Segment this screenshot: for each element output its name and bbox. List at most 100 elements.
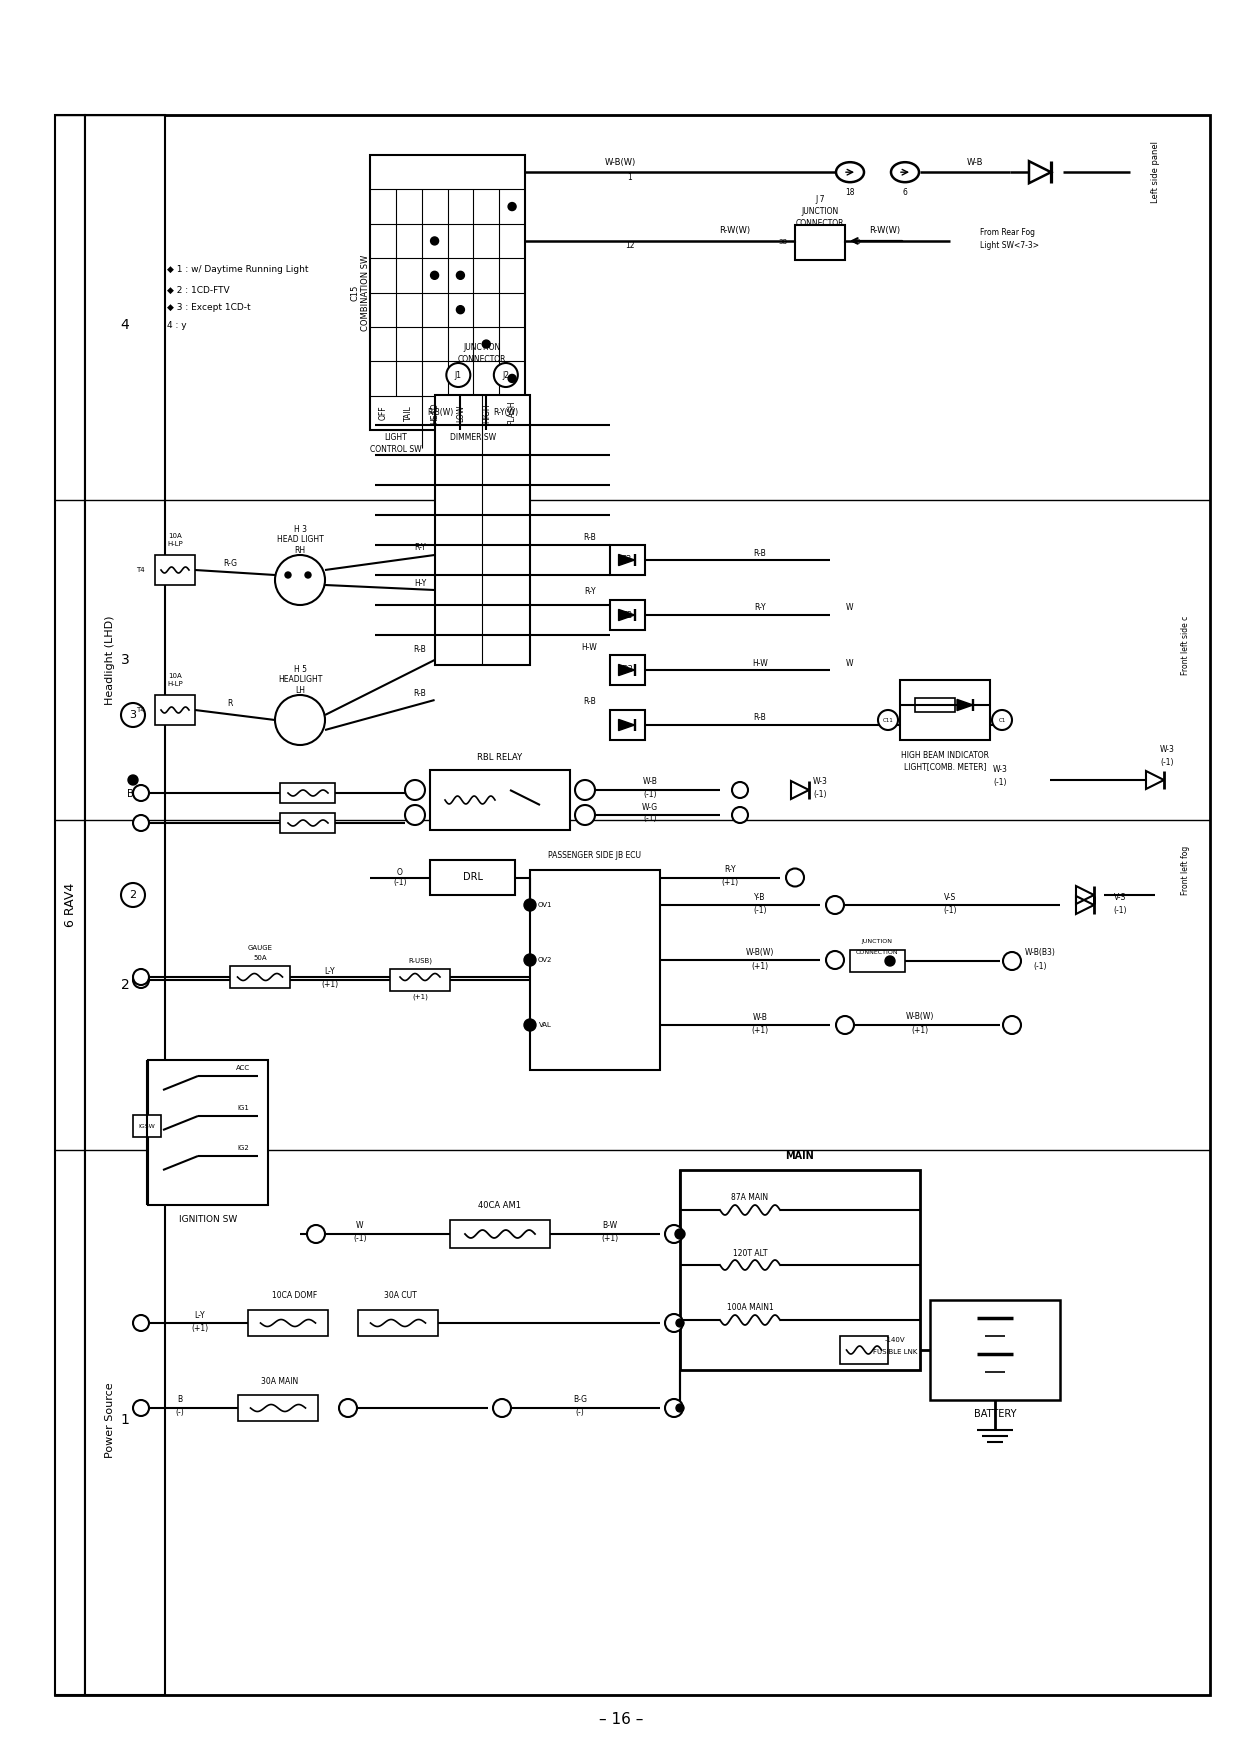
Text: ◆ 1 : w/ Daytime Running Light: ◆ 1 : w/ Daytime Running Light xyxy=(168,265,309,274)
Text: (+1): (+1) xyxy=(191,1324,208,1333)
Text: 2: 2 xyxy=(120,979,129,993)
Text: PASSENGER SIDE JB ECU: PASSENGER SIDE JB ECU xyxy=(549,851,642,859)
Bar xyxy=(133,1116,161,1137)
Text: H 5
HEADLIGHT
LH: H 5 HEADLIGHT LH xyxy=(278,665,323,695)
Text: H-Y: H-Y xyxy=(414,579,426,588)
Text: R-B: R-B xyxy=(753,714,767,723)
Text: From Rear Fog: From Rear Fog xyxy=(980,228,1035,237)
Text: JUNCTION: JUNCTION xyxy=(861,940,892,944)
Text: 49: 49 xyxy=(853,240,861,246)
Circle shape xyxy=(732,782,748,798)
Circle shape xyxy=(128,775,138,786)
Bar xyxy=(609,600,644,630)
Text: Power Source: Power Source xyxy=(105,1382,115,1458)
Text: GAUGE: GAUGE xyxy=(247,945,273,951)
Text: R-Y: R-Y xyxy=(583,588,596,596)
Text: B: B xyxy=(177,1396,182,1405)
Text: LOW: LOW xyxy=(455,403,465,421)
Text: W-B(W): W-B(W) xyxy=(906,1012,934,1021)
Text: 1: 1 xyxy=(628,172,633,182)
Circle shape xyxy=(524,900,536,910)
Circle shape xyxy=(276,695,325,745)
Circle shape xyxy=(1003,1016,1021,1035)
Bar xyxy=(930,1300,1060,1400)
Text: 30A CUT: 30A CUT xyxy=(383,1291,417,1300)
Text: Y-B: Y-B xyxy=(755,893,766,902)
Text: 3: 3 xyxy=(120,652,129,667)
Text: ACC: ACC xyxy=(236,1065,251,1072)
Text: R-B: R-B xyxy=(583,698,596,707)
Text: R-W(W): R-W(W) xyxy=(870,226,901,235)
Text: C11: C11 xyxy=(882,717,894,723)
Circle shape xyxy=(508,202,516,210)
Text: – 16 –: – 16 – xyxy=(599,1712,643,1728)
Bar xyxy=(609,545,644,575)
Text: (+1): (+1) xyxy=(911,1026,928,1035)
Circle shape xyxy=(305,572,311,579)
Circle shape xyxy=(665,1314,683,1331)
Circle shape xyxy=(877,710,898,730)
Text: J 7: J 7 xyxy=(815,195,825,205)
Circle shape xyxy=(483,340,490,347)
Bar xyxy=(795,225,845,260)
Bar xyxy=(280,782,335,803)
Text: L-Y: L-Y xyxy=(195,1310,205,1319)
Circle shape xyxy=(494,363,517,388)
Text: J2: J2 xyxy=(503,370,509,379)
Bar xyxy=(280,814,335,833)
Text: W-B: W-B xyxy=(752,1012,767,1021)
Text: (-1): (-1) xyxy=(1034,961,1046,970)
Text: Front left side c: Front left side c xyxy=(1180,616,1190,675)
Text: JUNCTION: JUNCTION xyxy=(802,207,839,216)
Text: (-1): (-1) xyxy=(993,777,1006,786)
Text: R-B: R-B xyxy=(413,689,427,698)
Text: OV1: OV1 xyxy=(537,902,552,909)
Text: W-3: W-3 xyxy=(1159,745,1174,754)
Text: VAL: VAL xyxy=(539,1023,551,1028)
Ellipse shape xyxy=(836,161,864,182)
Bar xyxy=(429,770,570,830)
Text: CONTROL SW: CONTROL SW xyxy=(370,446,422,454)
Text: FLASH: FLASH xyxy=(508,400,516,424)
Text: 6: 6 xyxy=(902,188,907,196)
Circle shape xyxy=(575,805,594,824)
Text: Headlight (LHD): Headlight (LHD) xyxy=(105,616,115,705)
Circle shape xyxy=(133,1316,149,1331)
Bar xyxy=(680,1170,920,1370)
Circle shape xyxy=(524,1019,536,1031)
Text: Left side panel: Left side panel xyxy=(1150,140,1159,203)
Text: IGSW: IGSW xyxy=(139,1124,155,1128)
Polygon shape xyxy=(618,719,634,731)
Text: (-1): (-1) xyxy=(943,905,957,914)
Text: 40CA AM1: 40CA AM1 xyxy=(479,1201,521,1210)
Bar xyxy=(248,1310,328,1337)
Text: 10A
H-LP: 10A H-LP xyxy=(168,674,182,686)
Text: (-): (-) xyxy=(576,1408,585,1417)
Text: 50A: 50A xyxy=(253,954,267,961)
Text: R-Y(W): R-Y(W) xyxy=(494,409,519,417)
Circle shape xyxy=(285,572,290,579)
Text: (-1): (-1) xyxy=(354,1235,367,1244)
Text: HIGH BEAM INDICATOR: HIGH BEAM INDICATOR xyxy=(901,751,989,759)
Bar xyxy=(238,1394,318,1421)
Text: C3: C3 xyxy=(620,556,632,565)
Text: 18: 18 xyxy=(845,188,855,196)
Bar xyxy=(609,654,644,686)
Circle shape xyxy=(133,786,149,802)
Text: (+1): (+1) xyxy=(752,1026,768,1035)
Text: R-USB): R-USB) xyxy=(408,958,432,965)
Text: 10A
H-LP: 10A H-LP xyxy=(168,533,182,547)
Text: BATTERY: BATTERY xyxy=(974,1408,1016,1419)
Text: HEAD: HEAD xyxy=(431,402,439,424)
Text: (-1): (-1) xyxy=(813,789,827,798)
Text: RBL RELAY: RBL RELAY xyxy=(478,754,522,763)
Text: C15
COMBINATION SW: C15 COMBINATION SW xyxy=(350,254,370,330)
Text: (-1): (-1) xyxy=(643,789,656,798)
Text: 10CA DOMF: 10CA DOMF xyxy=(272,1291,318,1300)
Text: (+1): (+1) xyxy=(412,995,428,1000)
Circle shape xyxy=(665,1224,683,1244)
Text: JUNCTION: JUNCTION xyxy=(463,342,500,351)
Text: (+1): (+1) xyxy=(321,980,339,989)
Text: W-B(W): W-B(W) xyxy=(604,158,635,167)
Text: IG1: IG1 xyxy=(237,1105,249,1110)
